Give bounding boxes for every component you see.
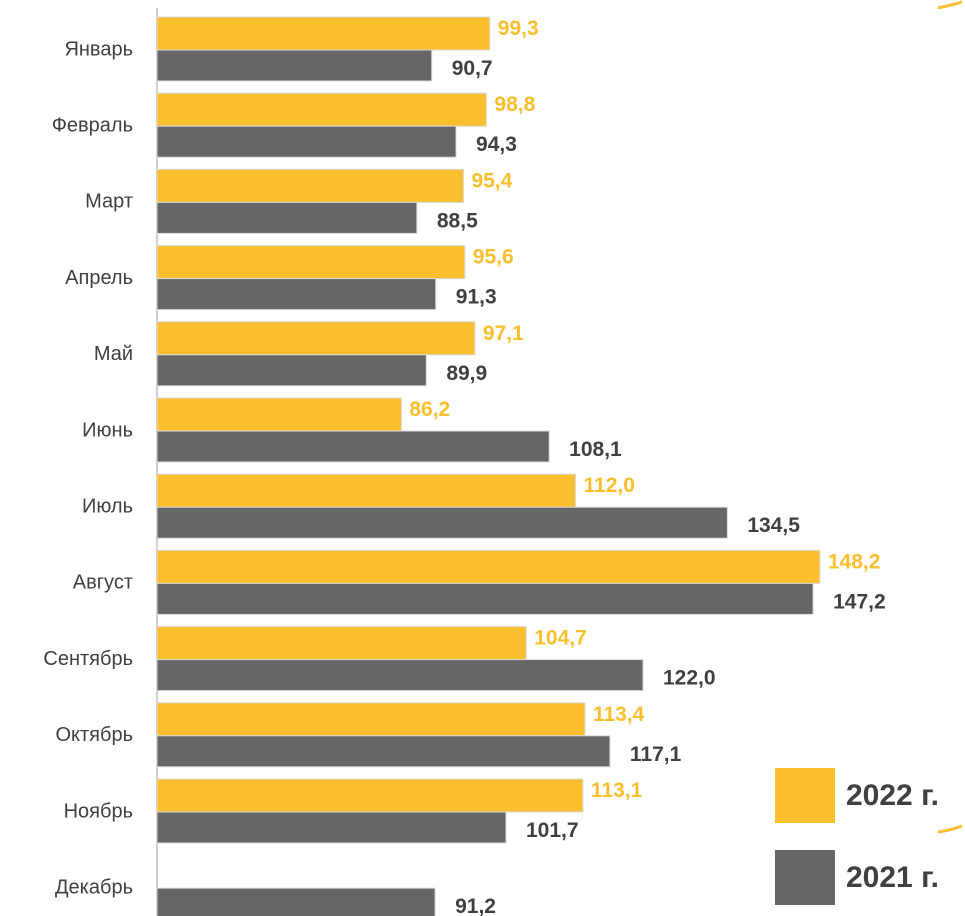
value-label: 95,4: [471, 169, 512, 192]
bar: [156, 778, 584, 813]
value-label: 98,8: [494, 93, 535, 116]
value-label: 113,4: [593, 703, 645, 726]
legend-swatch: [775, 850, 835, 905]
bar: [156, 659, 644, 692]
value-label: 99,3: [498, 17, 539, 40]
category-label: Март: [85, 191, 133, 213]
category-label: Февраль: [52, 114, 133, 136]
value-label: 90,7: [452, 57, 493, 80]
bar: [156, 278, 437, 311]
bar: [156, 430, 550, 463]
bar: [156, 887, 436, 916]
value-label: 113,1: [591, 779, 643, 802]
value-label: 112,0: [584, 474, 635, 497]
value-label: 101,7: [526, 819, 579, 842]
category-label: Август: [73, 572, 133, 594]
bar: [156, 49, 433, 82]
category-label: Декабрь: [55, 876, 133, 898]
value-label: 94,3: [476, 133, 517, 156]
bar: [156, 168, 464, 203]
value-label: 91,3: [456, 286, 497, 309]
category-label: Ноябрь: [64, 800, 133, 822]
category-label: Сентябрь: [43, 648, 133, 670]
bar: [156, 626, 527, 661]
legend-label: 2021 г.: [846, 861, 939, 894]
category-label: Апрель: [65, 267, 133, 289]
bar: [156, 201, 418, 234]
value-label: 91,2: [455, 895, 496, 916]
value-label: 86,2: [409, 398, 450, 421]
value-label: 88,5: [437, 209, 478, 232]
category-label: Май: [94, 343, 133, 365]
value-label: 134,5: [747, 514, 800, 537]
bar: [156, 321, 476, 356]
category-label: Январь: [64, 38, 133, 60]
bar: [156, 125, 457, 158]
bar: [156, 549, 821, 584]
value-label: 147,2: [833, 590, 886, 613]
bar: [156, 397, 402, 432]
bar: [156, 506, 728, 539]
decoration: [937, 824, 963, 834]
bar: [156, 92, 487, 127]
value-label: 108,1: [569, 438, 622, 461]
value-label: 95,6: [473, 246, 514, 269]
bar: [156, 354, 427, 387]
value-label: 122,0: [663, 667, 716, 690]
value-label: 104,7: [534, 627, 587, 650]
value-label: 117,1: [630, 743, 682, 766]
bar: [156, 245, 466, 280]
bar: [156, 582, 814, 615]
category-label: Октябрь: [55, 724, 133, 746]
bar: [156, 811, 507, 844]
bar: [156, 16, 491, 51]
value-label: 97,1: [483, 322, 524, 345]
category-label: Июнь: [82, 419, 133, 441]
legend-swatch: [775, 768, 835, 823]
bar: [156, 735, 611, 768]
bar: [156, 473, 576, 508]
category-label: Июль: [82, 495, 133, 517]
legend-label: 2022 г.: [846, 779, 939, 812]
value-label: 89,9: [446, 362, 487, 385]
bar: [156, 702, 586, 737]
decoration: [937, 0, 963, 10]
value-label: 148,2: [828, 550, 881, 573]
